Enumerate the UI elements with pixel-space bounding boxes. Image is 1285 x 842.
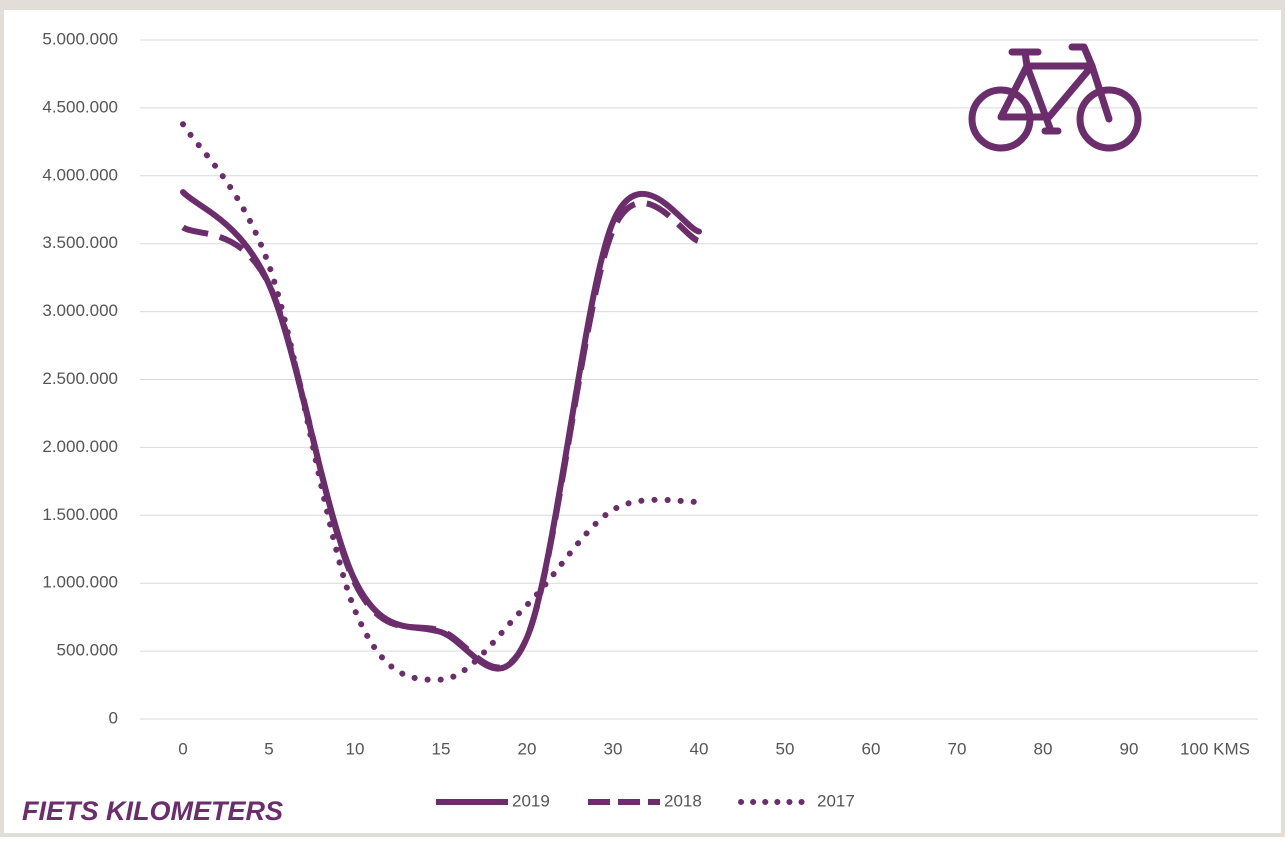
series-line (180, 121, 702, 683)
x-tick-label: 90 (1120, 739, 1139, 758)
bicycle-icon (968, 43, 1142, 152)
x-tick-label: 50 (776, 739, 795, 758)
y-tick-label: 2.000.000 (42, 437, 118, 456)
x-tick-label: 60 (862, 739, 881, 758)
x-tick-label: 100 KMS (1180, 739, 1250, 758)
grid (140, 39, 1258, 720)
lines (180, 121, 702, 683)
x-tick-label: 5 (264, 739, 273, 758)
y-tick-label: 1.000.000 (42, 573, 118, 592)
y-tick-label: 4.000.000 (42, 165, 118, 184)
x-tick-label: 20 (518, 739, 537, 758)
y-tick-label: 4.500.000 (42, 97, 118, 116)
x-tick-label: 10 (346, 739, 365, 758)
y-tick-label: 0 (109, 708, 118, 727)
x-tick-label: 15 (432, 739, 451, 758)
x-tick-label: 0 (178, 739, 187, 758)
y-tick-label: 5.000.000 (42, 29, 118, 48)
x-tick-label: 30 (604, 739, 623, 758)
legend: 2019 2018 2017 (436, 791, 855, 810)
panel (4, 10, 1281, 833)
x-tick-label: 70 (948, 739, 967, 758)
y-tick-label: 2.500.000 (42, 369, 118, 388)
legend-label: 2019 (512, 791, 550, 810)
y-tick-label: 3.500.000 (42, 233, 118, 252)
y-tick-label: 500.000 (57, 641, 118, 660)
x-tick-label: 40 (690, 739, 709, 758)
y-tick-label: 1.500.000 (42, 505, 118, 524)
legend-label: 2017 (817, 791, 855, 810)
legend-label: 2018 (664, 791, 702, 810)
chart-title: FIETS KILOMETERS (22, 796, 283, 826)
x-tick-label: 80 (1034, 739, 1053, 758)
series-line (181, 200, 701, 671)
y-tick-label: 3.000.000 (42, 301, 118, 320)
